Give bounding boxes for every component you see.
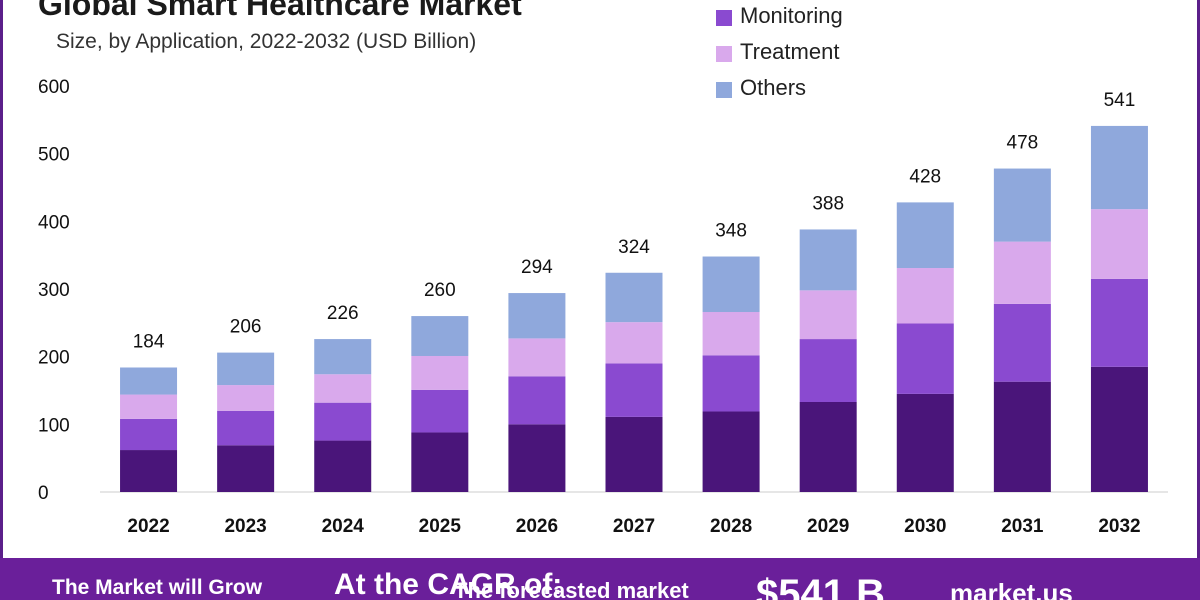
- stacked-bar-chart: 0 100 200 300 400 500 600 184 2022 206 2023 226 2024…: [38, 77, 1168, 537]
- bar-diagnosis-2030: [896, 393, 954, 492]
- bar-others-2027: [605, 272, 663, 323]
- legend-label-others: Others: [740, 75, 807, 100]
- banner-forecast-text: The forecasted market: [454, 578, 689, 600]
- total-label-2032: 541: [1104, 90, 1136, 111]
- x-tick-label-2025: 2025: [419, 516, 462, 537]
- bar-diagnosis-2026: [508, 424, 566, 492]
- total-label-2023: 206: [230, 317, 262, 338]
- banner-cagr-text: At the CAGR of:: [334, 568, 563, 600]
- bar-others-2026: [508, 293, 566, 339]
- x-tick-label-2030: 2030: [904, 516, 946, 537]
- bar-monitoring-2027: [605, 363, 663, 417]
- bar-diagnosis-2032: [1090, 366, 1148, 492]
- bar-diagnosis-2027: [605, 416, 663, 492]
- bar-diagnosis-2028: [702, 411, 760, 492]
- bar-monitoring-2031: [993, 303, 1051, 382]
- x-tick-label-2029: 2029: [807, 516, 849, 537]
- y-tick-label: 600: [38, 77, 70, 98]
- x-tick-label-2023: 2023: [224, 516, 266, 537]
- bar-others-2022: [120, 367, 178, 395]
- y-tick-label: 100: [38, 415, 70, 436]
- bar-diagnosis-2031: [993, 381, 1051, 492]
- bar-diagnosis-2022: [120, 450, 178, 492]
- banner-brand-text: market.us: [950, 578, 1073, 600]
- bar-diagnosis-2023: [217, 445, 275, 492]
- bar-others-2030: [896, 202, 954, 269]
- x-tick-label-2024: 2024: [322, 516, 365, 537]
- bar-monitoring-2022: [120, 418, 178, 451]
- total-label-2022: 184: [133, 331, 165, 352]
- bar-treatment-2025: [411, 355, 469, 390]
- bar-others-2025: [411, 316, 469, 356]
- chart-subtitle: Size, by Application, 2022-2032 (USD Bil…: [56, 30, 477, 53]
- total-label-2026: 294: [521, 257, 553, 278]
- bar-others-2023: [217, 352, 275, 386]
- bar-monitoring-2032: [1090, 278, 1148, 367]
- bar-treatment-2032: [1090, 209, 1148, 279]
- legend-swatch-monitoring: [716, 10, 732, 26]
- bar-treatment-2022: [120, 394, 178, 419]
- bar-treatment-2023: [217, 385, 275, 411]
- legend-label-monitoring: Monitoring: [740, 3, 843, 28]
- total-label-2030: 428: [909, 166, 941, 187]
- x-tick-label-2031: 2031: [1001, 516, 1044, 537]
- bar-others-2024: [314, 339, 372, 375]
- bar-others-2032: [1090, 125, 1148, 210]
- bar-monitoring-2030: [896, 323, 954, 394]
- y-tick-label: 500: [38, 145, 70, 166]
- bar-diagnosis-2024: [314, 440, 372, 492]
- bar-diagnosis-2025: [411, 432, 469, 492]
- x-tick-label-2026: 2026: [516, 516, 558, 537]
- bar-monitoring-2025: [411, 389, 469, 433]
- y-tick-label: 200: [38, 348, 70, 369]
- bar-diagnosis-2029: [799, 402, 857, 492]
- bar-monitoring-2023: [217, 410, 275, 446]
- total-label-2025: 260: [424, 280, 456, 301]
- bar-others-2029: [799, 229, 857, 291]
- bar-treatment-2028: [702, 312, 760, 356]
- bar-treatment-2029: [799, 290, 857, 340]
- x-tick-label-2022: 2022: [127, 516, 169, 537]
- banner-value-text: $541 B: [756, 572, 885, 600]
- total-label-2024: 226: [327, 303, 359, 324]
- y-tick-label: 0: [38, 483, 49, 504]
- bar-others-2031: [993, 168, 1051, 242]
- bar-treatment-2026: [508, 338, 566, 377]
- total-label-2031: 478: [1007, 133, 1039, 154]
- bar-monitoring-2028: [702, 355, 760, 412]
- footer-banner: The Market will Grow At the CAGR of: The…: [0, 558, 1200, 600]
- total-label-2028: 348: [715, 221, 747, 242]
- legend-label-treatment: Treatment: [740, 39, 840, 64]
- total-label-2027: 324: [618, 237, 650, 258]
- bar-treatment-2030: [896, 268, 954, 324]
- bar-monitoring-2024: [314, 402, 372, 441]
- bar-treatment-2024: [314, 374, 372, 403]
- banner-grow-text: The Market will Grow: [52, 576, 263, 599]
- bar-treatment-2027: [605, 322, 663, 364]
- bar-monitoring-2029: [799, 339, 857, 403]
- bar-others-2028: [702, 256, 760, 313]
- legend-swatch-treatment: [716, 46, 732, 62]
- bar-treatment-2031: [993, 241, 1051, 304]
- x-tick-label-2032: 2032: [1098, 516, 1140, 537]
- bar-monitoring-2026: [508, 376, 566, 425]
- legend-swatch-others: [716, 82, 732, 98]
- chart-title: Global Smart Healthcare Market: [38, 0, 522, 22]
- total-label-2029: 388: [812, 193, 844, 214]
- x-tick-label-2027: 2027: [613, 516, 655, 537]
- y-tick-label: 400: [38, 212, 70, 233]
- x-tick-label-2028: 2028: [710, 516, 752, 537]
- y-tick-label: 300: [38, 280, 70, 301]
